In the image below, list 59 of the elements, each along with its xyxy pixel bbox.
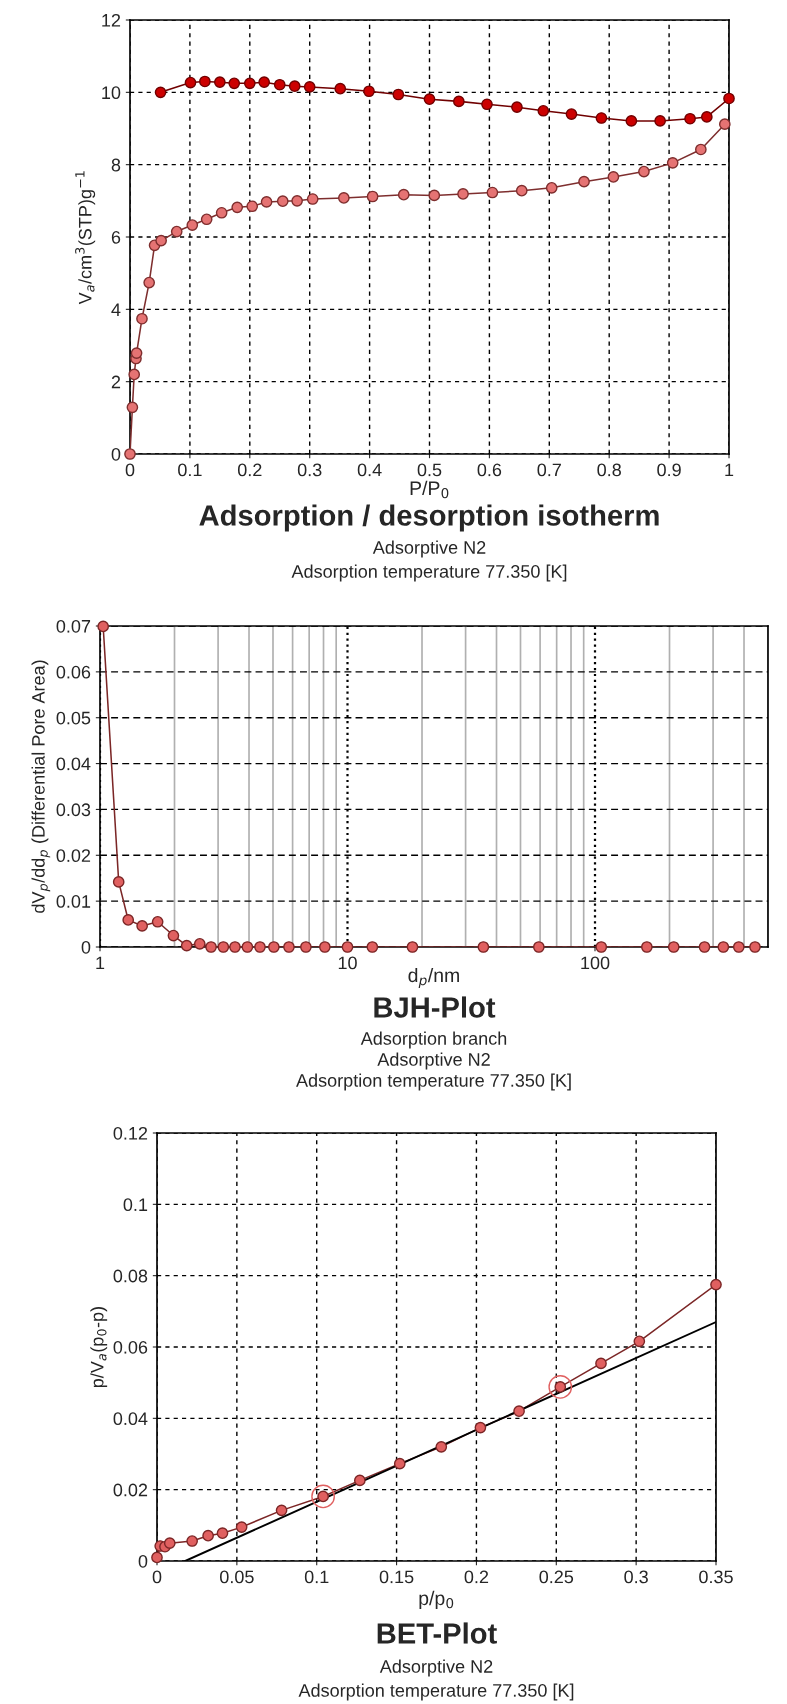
x-axis-title: p/p$_{0}$: [419, 1590, 454, 1609]
x-tick-label: 0.3: [297, 463, 322, 477]
x-tick-label: 0.1: [178, 463, 202, 477]
x-tick-label: 0.2: [464, 1570, 489, 1584]
y-tick-label: 0.06: [56, 665, 91, 679]
text: Adsorption temperature 77.350 [K]: [296, 1073, 571, 1091]
text: Adsorptive N2: [372, 540, 486, 558]
y-axis-title: V$_{a}$/cm$^{3}$(STP)g$^{−1}$: [75, 171, 96, 305]
text: Adsorptive N2: [379, 1659, 493, 1677]
x-tick-label: 0.2: [237, 463, 262, 477]
x-tick-label: 0.1: [304, 1570, 329, 1584]
y-tick-label: 0.08: [113, 1269, 148, 1283]
text: Adsorption temperature 77.350 [K]: [298, 1683, 574, 1701]
y-tick-label: 0: [81, 940, 91, 954]
y-tick-label: 4: [111, 303, 121, 316]
y-tick-label: 0.03: [56, 803, 91, 817]
x-tick-label: 0.5: [417, 463, 442, 477]
text: Adsorption / desorption isotherm: [199, 504, 659, 532]
x-tick-label: 0.25: [539, 1570, 574, 1584]
x-axis-title: d$_{p}$/nm: [408, 967, 459, 988]
y-tick-label: 0.04: [56, 757, 91, 771]
x-tick-label: 0.05: [219, 1570, 254, 1584]
y-tick-label: 0.02: [113, 1483, 148, 1497]
y-tick-label: 0.12: [113, 1126, 148, 1140]
y-tick-label: 0.04: [113, 1412, 148, 1426]
x-tick-label: 0.8: [597, 463, 621, 477]
x-tick-label: 0.6: [477, 463, 502, 477]
x-tick-label: 0.7: [537, 463, 561, 477]
y-axis-title: p/V$_{a}$(p$_{0}$-p): [90, 1307, 108, 1388]
y-tick-label: 0.07: [56, 619, 91, 633]
x-tick-label: 1: [725, 463, 734, 477]
text: BET-Plot: [377, 1622, 497, 1644]
y-axis-title: dV$_{p}$/dd$_{p}$ (Differential Pore Area): [31, 660, 51, 913]
y-tick-label: 8: [111, 158, 121, 172]
y-tick-label: 10: [102, 86, 121, 100]
x-tick-label: 0.9: [657, 463, 681, 477]
text: Adsorption branch: [360, 1031, 507, 1049]
text: Adsorptive N2: [377, 1052, 490, 1070]
y-tick-label: 0.02: [56, 849, 91, 863]
text: Adsorption temperature 77.350 [K]: [291, 564, 567, 582]
y-tick-label: 2: [111, 375, 121, 389]
x-tick-label: 100: [581, 956, 610, 970]
y-tick-label: 0.1: [123, 1198, 148, 1212]
y-tick-label: 0: [111, 447, 121, 461]
x-tick-label: 0.15: [379, 1570, 414, 1584]
x-tick-label: 0.35: [699, 1570, 733, 1584]
text: BJH-Plot: [374, 996, 496, 1018]
y-tick-label: 0.06: [113, 1340, 148, 1354]
y-tick-label: 0: [138, 1554, 148, 1568]
y-tick-label: 12: [102, 13, 121, 27]
x-axis-title: P/P$_{0}$: [410, 480, 449, 499]
x-tick-label: 10: [338, 956, 357, 970]
x-tick-label: 0: [152, 1570, 162, 1584]
x-tick-label: 1: [96, 956, 105, 970]
y-tick-label: 0.05: [56, 711, 91, 725]
x-tick-label: 0.4: [357, 463, 382, 477]
y-tick-label: 0.01: [56, 895, 91, 908]
y-tick-label: 6: [111, 230, 121, 244]
x-tick-label: 0.3: [624, 1570, 648, 1584]
